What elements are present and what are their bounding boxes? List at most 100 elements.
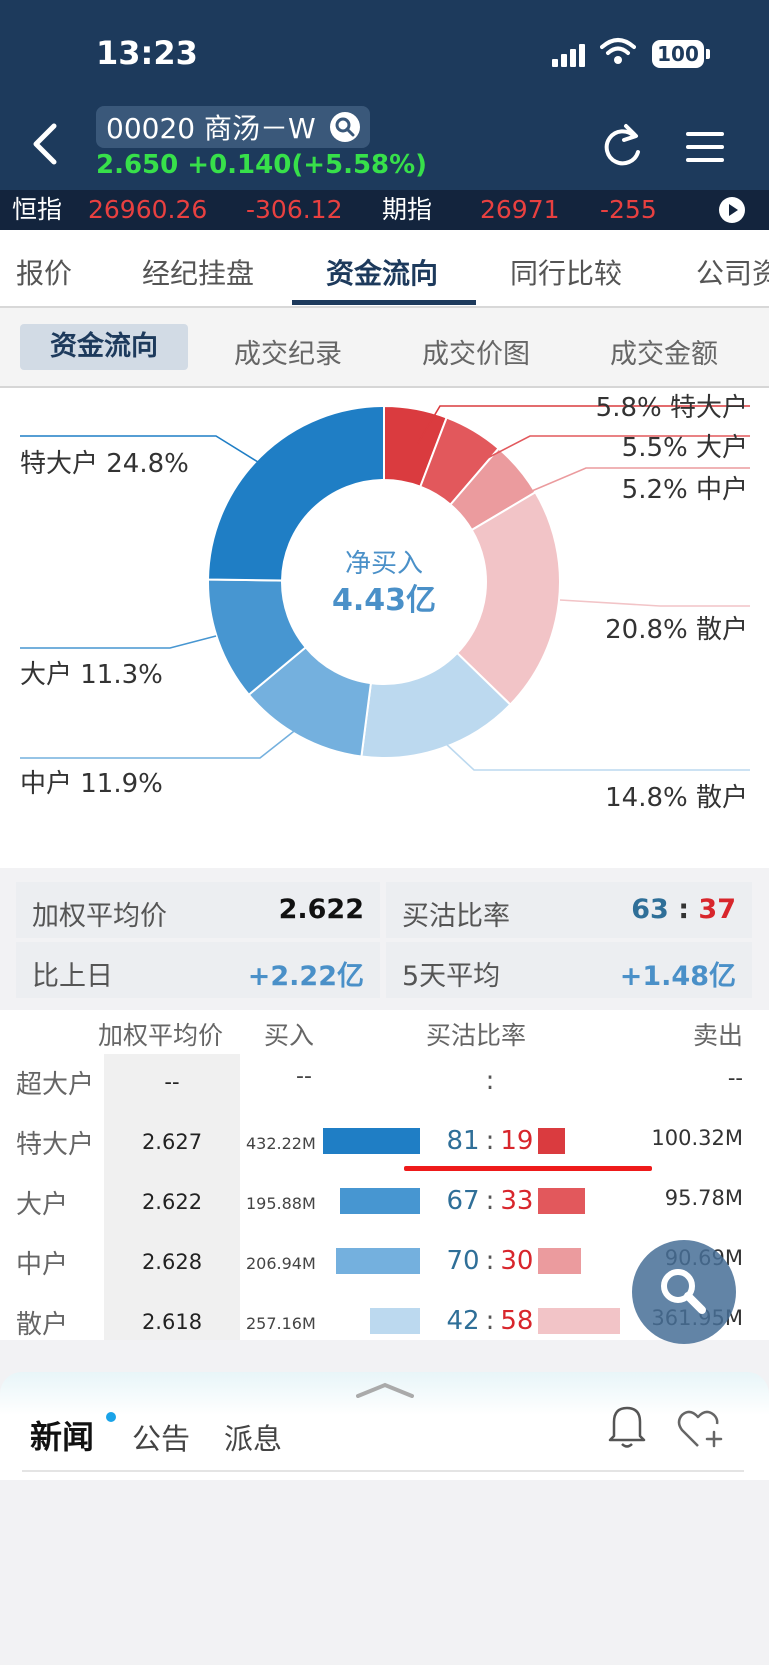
- summary-grid: 加权平均价 2.622 买沽比率 63 : 37 比上日 +2.22亿 5天平均…: [16, 882, 752, 998]
- row-avg: 2.628: [141, 1250, 203, 1274]
- summary-prev: 比上日 +2.22亿: [16, 942, 380, 998]
- index-value: 26960.26: [88, 195, 208, 224]
- col-header-ratio: 买沽比率: [426, 1021, 527, 1050]
- row-label: 中户: [16, 1250, 69, 1280]
- donut-slice-buy-7: [207, 404, 385, 582]
- donut-center-value: 4.43亿: [332, 583, 436, 618]
- tab-peer-compare[interactable]: 同行比较: [510, 257, 623, 290]
- stock-label: 00020 商汤－W: [106, 112, 316, 145]
- tab-broker-queue[interactable]: 经纪挂盘: [142, 257, 255, 290]
- row-buy: 432.22M: [246, 1134, 316, 1153]
- ratio-label: 买沽比率: [402, 901, 510, 932]
- refresh-icon[interactable]: [600, 122, 644, 170]
- col-header-sell: 卖出: [692, 1021, 743, 1050]
- wavg-value: 2.622: [278, 894, 364, 925]
- ratio-sell: 58: [500, 1306, 534, 1336]
- tab-fund-flow[interactable]: 资金流向: [326, 257, 439, 290]
- ratio-sep: :: [485, 1126, 495, 1156]
- row-label: 超大户: [16, 1070, 95, 1100]
- summary-ratio: 买沽比率 63 : 37: [386, 882, 752, 938]
- sub-tabs: 资金流向 成交纪录 成交价图 成交金额: [0, 308, 769, 388]
- fund-flow-chart: 净买入 4.43亿 5.8% 特大户 5.5% 大户 5.2% 中户 20.8%…: [0, 388, 769, 868]
- news-tab-dividend[interactable]: 派息: [224, 1422, 283, 1456]
- summary-wavg: 加权平均价 2.622: [16, 882, 380, 938]
- col-header-buy: 买入: [264, 1021, 315, 1050]
- row-label: 散户: [16, 1310, 69, 1340]
- avg5-label: 5天平均: [402, 961, 501, 992]
- ratio-sell: 30: [500, 1246, 534, 1276]
- ratio-buy: 42: [446, 1306, 480, 1336]
- row-buy: 257.16M: [246, 1314, 316, 1333]
- leader-line-buy-xl: [20, 435, 259, 463]
- news-tab-news[interactable]: 新闻: [30, 1418, 95, 1456]
- ratio-buy: 81: [446, 1126, 480, 1156]
- ratio-sell: 37: [698, 894, 736, 925]
- row-ratio: 70:30: [420, 1246, 560, 1276]
- row-ratio: :: [420, 1066, 560, 1096]
- search-fab[interactable]: [632, 1240, 736, 1344]
- leader-line-buy-s: [443, 741, 750, 771]
- callout-buy-m: 中户 11.9%: [20, 769, 163, 799]
- ratio-sep: :: [485, 1066, 495, 1096]
- wavg-label: 加权平均价: [32, 901, 167, 932]
- index-ticker[interactable]: 恒指 26960.26 -306.12 期指 26971 -255: [0, 190, 769, 230]
- menu-icon[interactable]: [686, 132, 724, 171]
- callout-sell-m: 5.2% 中户: [622, 475, 748, 505]
- avg-column-bg: [104, 1054, 240, 1340]
- leader-line-sell-s: [559, 599, 750, 607]
- row-buy: --: [296, 1064, 312, 1089]
- news-divider: [22, 1470, 744, 1472]
- chevron-up-icon[interactable]: [356, 1382, 414, 1398]
- row-buy: 195.88M: [246, 1194, 316, 1213]
- magnifier-icon: [661, 1269, 706, 1314]
- donut-slice-sell-3: [455, 490, 561, 706]
- leader-line-sell-m: [519, 467, 750, 497]
- status-time: 13:23: [96, 34, 198, 72]
- tab-quote[interactable]: 报价: [16, 257, 73, 290]
- sell-bar: [538, 1188, 585, 1214]
- ratio-sep: :: [485, 1306, 495, 1336]
- ratio-sep: :: [485, 1186, 495, 1216]
- unread-dot: [106, 1412, 116, 1422]
- ratio-buy: 70: [446, 1246, 480, 1276]
- row-sell: 95.78M: [664, 1186, 743, 1210]
- subtab-price-chart[interactable]: 成交价图: [422, 339, 530, 370]
- subtab-turnover[interactable]: 成交金额: [610, 339, 718, 370]
- sell-bar: [538, 1308, 621, 1334]
- row-label: 特大户: [16, 1130, 95, 1160]
- sell-bar: [538, 1248, 581, 1274]
- row-ratio: 81:19: [420, 1126, 560, 1156]
- leader-line-sell-xl: [417, 405, 750, 444]
- heart-plus-icon[interactable]: [676, 1406, 726, 1450]
- leader-line-buy-m: [20, 727, 299, 759]
- ratio-sep: :: [678, 894, 690, 925]
- row-avg: --: [164, 1070, 180, 1094]
- stock-search-pill[interactable]: 00020 商汤－W: [96, 106, 370, 148]
- tab-company-info[interactable]: 公司资: [696, 257, 769, 290]
- app-header: 13:23 100 00020 商汤－W 2.650 +0.140(+5.58%…: [0, 0, 769, 190]
- subtab-trade-record[interactable]: 成交纪录: [234, 339, 342, 370]
- row-ratio: 67:33: [420, 1186, 560, 1216]
- leader-line-sell-l: [475, 435, 750, 465]
- news-panel[interactable]: 新闻 公告 派息: [0, 1372, 769, 1480]
- leader-line-buy-l: [20, 635, 217, 649]
- news-tab-announcements[interactable]: 公告: [132, 1422, 191, 1456]
- donut-chart: 净买入 4.43亿 5.8% 特大户 5.5% 大户 5.2% 中户 20.8%…: [20, 393, 750, 813]
- callout-buy-s: 14.8% 散户: [605, 783, 748, 813]
- callout-sell-s: 20.8% 散户: [605, 615, 748, 645]
- buy-bar: [336, 1248, 420, 1274]
- ratio-sell: 33: [500, 1186, 534, 1216]
- main-tabs: 报价 经纪挂盘 资金流向 同行比较 公司资: [0, 230, 769, 308]
- subtab-fund-flow[interactable]: 资金流向: [20, 324, 188, 370]
- prev-label: 比上日: [32, 961, 113, 992]
- ratio-sep: :: [485, 1246, 495, 1276]
- sell-bar: [538, 1128, 565, 1154]
- play-icon[interactable]: [718, 196, 746, 224]
- index-change: -306.12: [246, 195, 343, 224]
- buy-bar: [369, 1308, 420, 1334]
- row-avg: 2.622: [141, 1190, 203, 1214]
- bell-icon[interactable]: [606, 1402, 648, 1450]
- callout-buy-xl: 特大户 24.8%: [20, 449, 189, 479]
- avg5-value: +1.48亿: [619, 961, 736, 992]
- back-arrow-icon[interactable]: [30, 122, 60, 166]
